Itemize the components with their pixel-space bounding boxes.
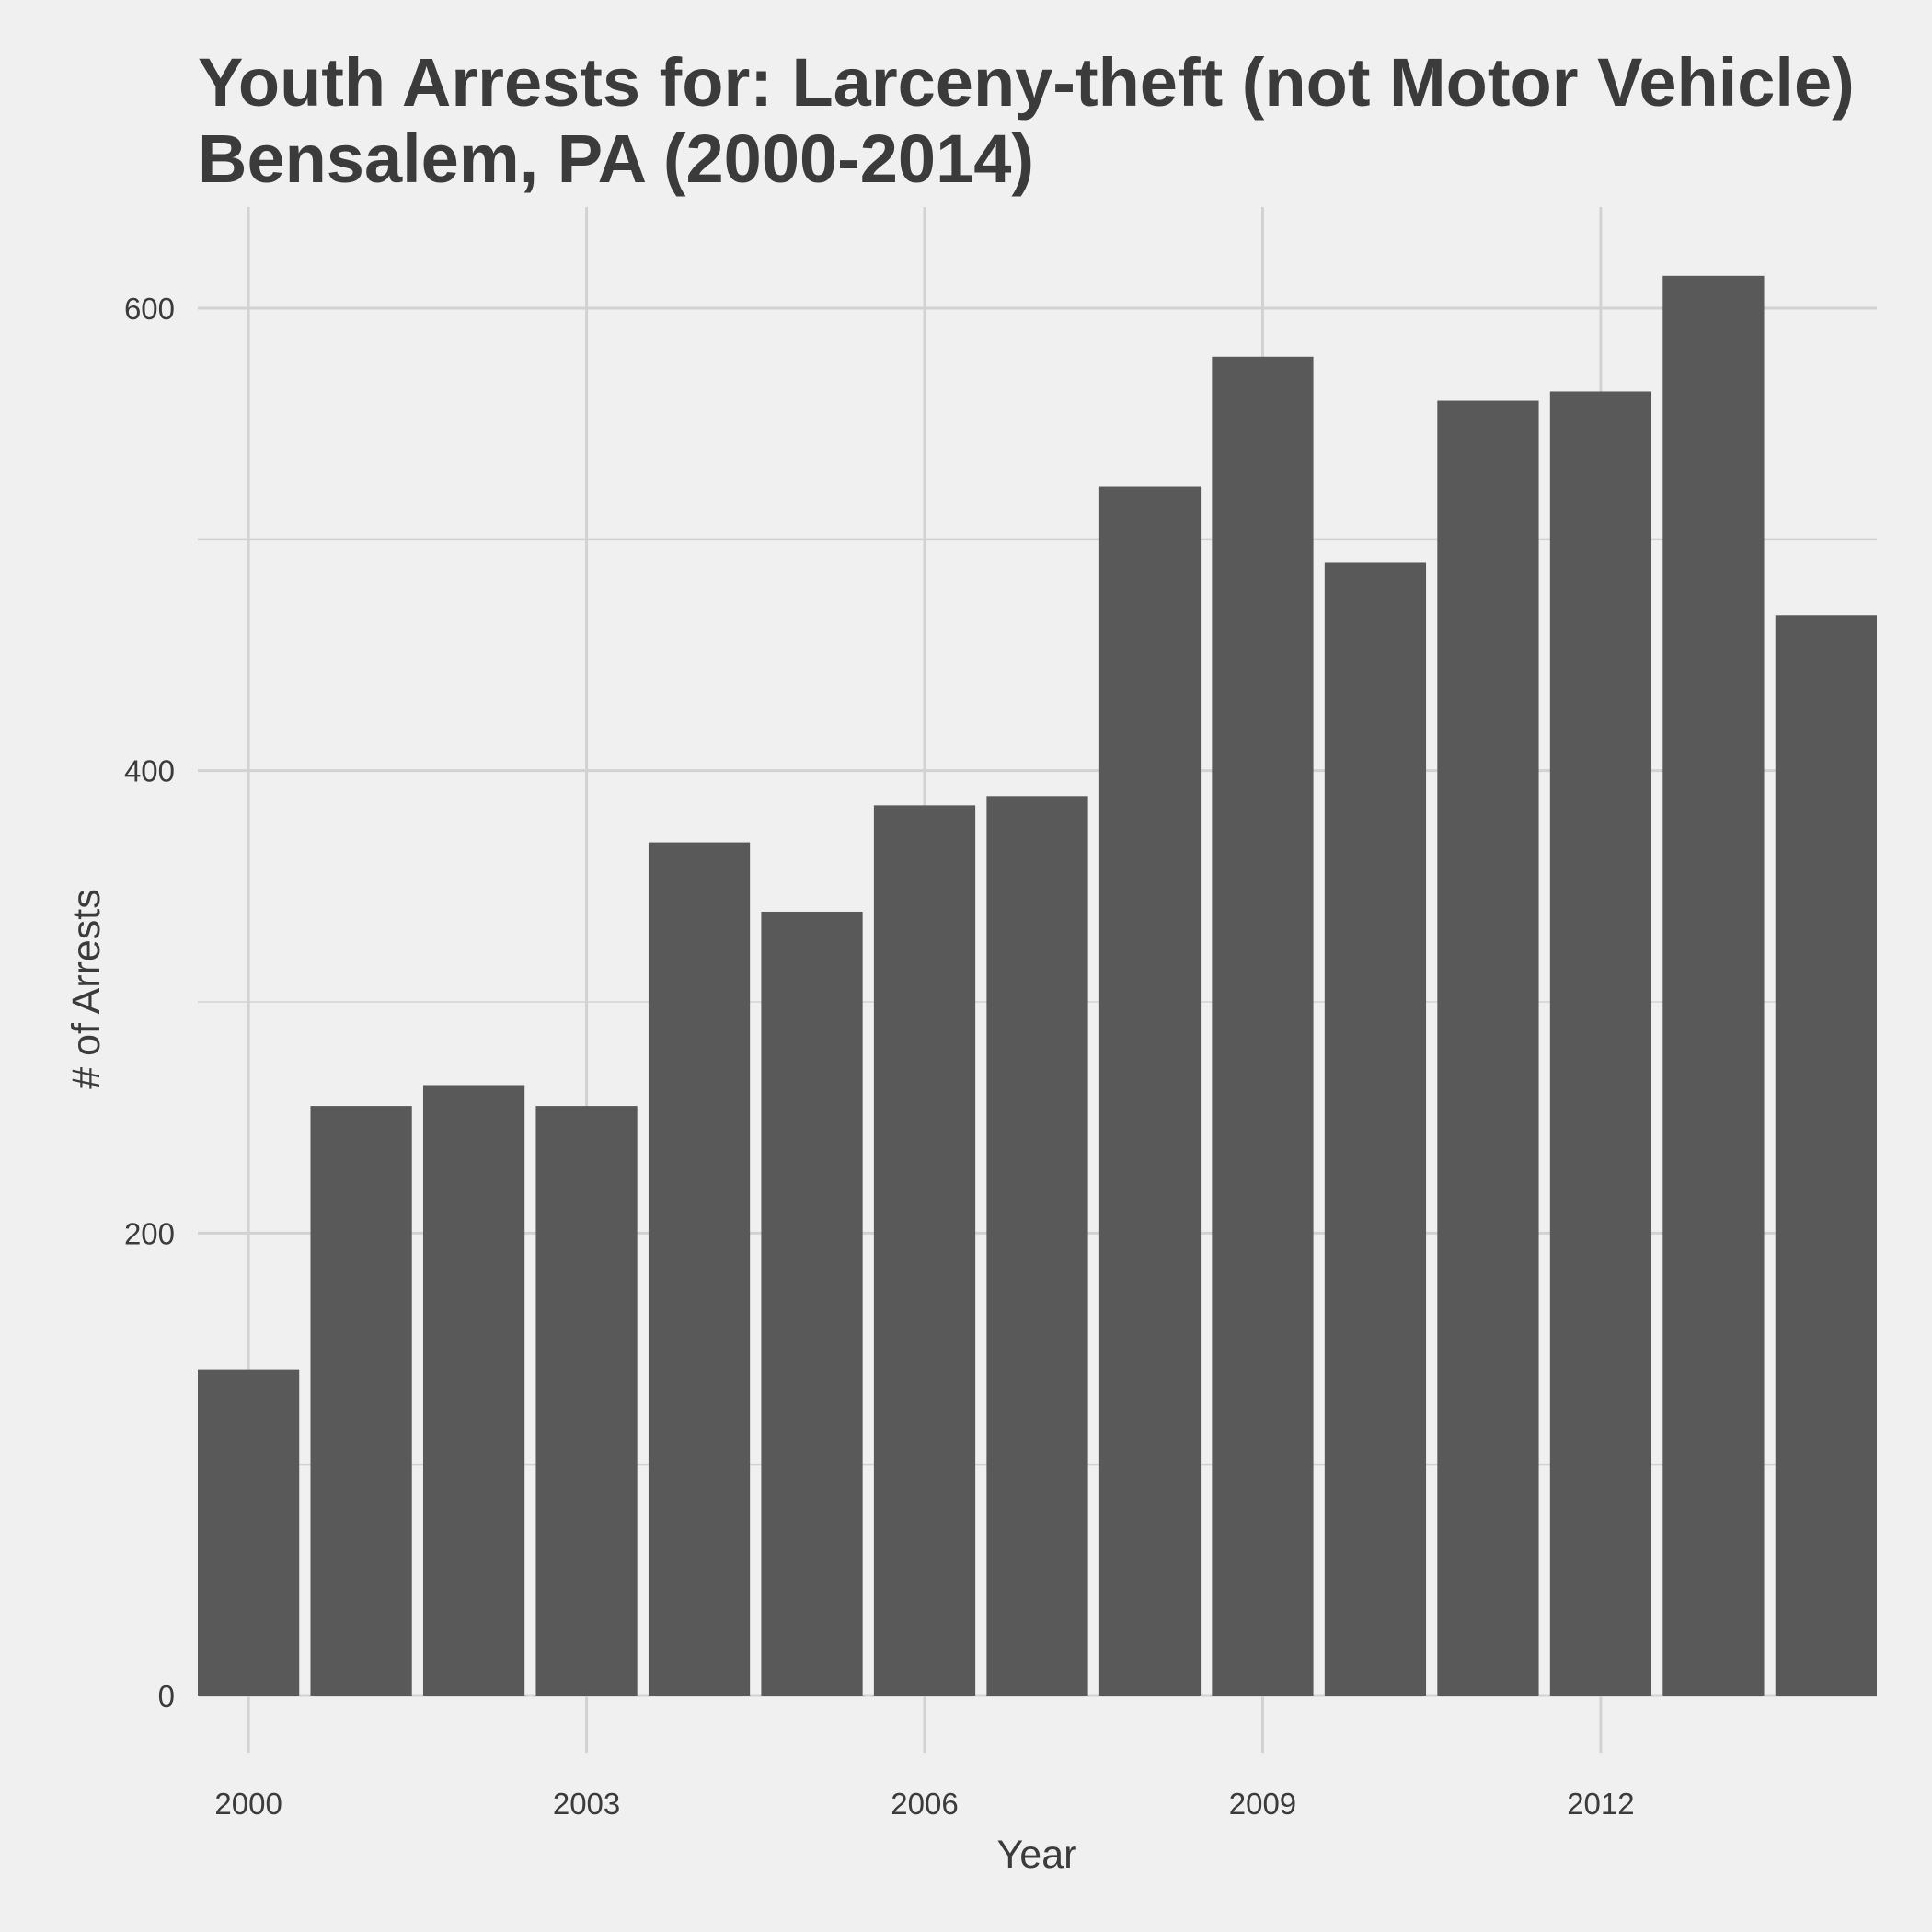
bar-2000 [198,1369,300,1696]
bar-2005 [761,911,863,1696]
bar-2013 [1662,275,1765,1696]
bar-2004 [648,842,751,1696]
bar-2002 [422,1085,525,1696]
y-tick-label: 0 [158,1679,175,1713]
bars [198,275,1877,1696]
bar-2012 [1549,391,1652,1696]
bar-2001 [310,1106,412,1696]
bar-2003 [535,1106,638,1696]
x-axis-ticks: 2000 2003 2006 2009 2012 [214,1787,1634,1821]
bar-2006 [873,805,976,1696]
bar-2011 [1437,400,1539,1696]
x-tick-label: 2006 [891,1787,958,1821]
chart-title-line-2: Bensalem, PA (2000-2014) [198,121,1034,197]
x-axis-label: Year [997,1833,1077,1877]
x-tick-label: 2000 [214,1787,282,1821]
y-tick-label: 600 [124,292,175,326]
bar-2007 [986,796,1088,1696]
x-tick-label: 2009 [1229,1787,1296,1821]
y-axis-ticks: 0 200 400 600 [124,292,175,1713]
x-tick-label: 2012 [1567,1787,1634,1821]
x-tick-label: 2003 [553,1787,620,1821]
bar-2009 [1212,356,1314,1696]
bar-2010 [1324,562,1427,1696]
chart-title-line-1: Youth Arrests for: Larceny-theft (not Mo… [198,44,1855,121]
y-tick-label: 400 [124,754,175,788]
y-axis-label: # of Arrests [64,889,109,1088]
y-tick-label: 200 [124,1216,175,1250]
bar-2014 [1775,615,1877,1696]
bar-2008 [1098,486,1202,1696]
